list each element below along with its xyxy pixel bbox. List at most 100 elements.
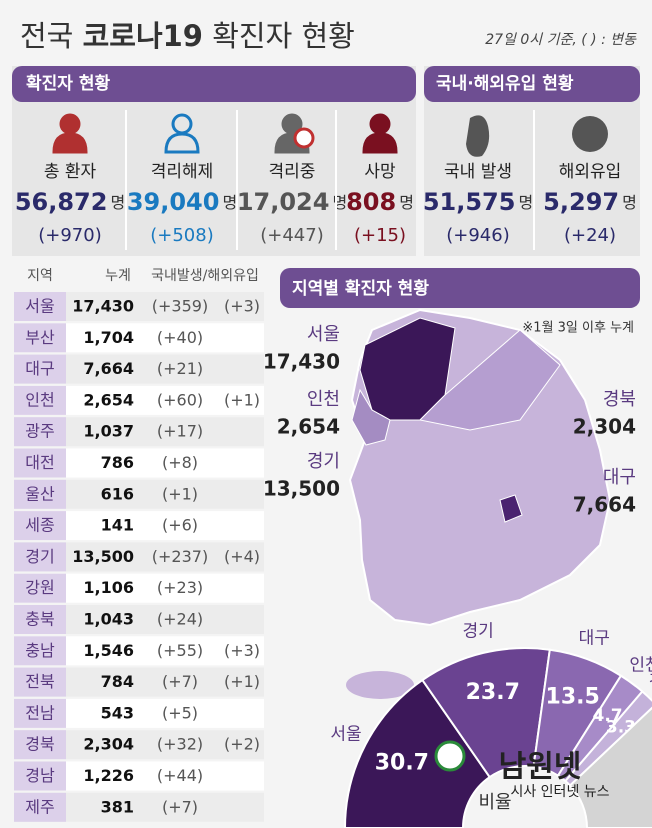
ratio-value: 13.5 xyxy=(546,684,600,709)
table-cell: 1,043 xyxy=(83,610,134,629)
table-cell: (+24) xyxy=(157,610,203,629)
panel-title: 국내·해외유입 현황 xyxy=(436,74,574,94)
region-cell xyxy=(14,730,66,760)
table-cell: (+359) xyxy=(152,297,208,316)
unit: 명 xyxy=(518,193,533,212)
item-value: 51,575 명 xyxy=(423,188,533,216)
value: 17,024 xyxy=(237,188,330,216)
table-cell: 13,500 xyxy=(72,547,134,566)
panel-header xyxy=(424,66,640,102)
table-cell: 784 xyxy=(101,672,134,691)
note: 27일 0시 기준, ( ) : 변동 xyxy=(485,32,637,48)
table-cell: (+7) xyxy=(162,672,198,691)
item-label: 격리해제 xyxy=(151,162,214,182)
table-cell: (+2) xyxy=(224,735,260,754)
table-cell: (+44) xyxy=(157,766,203,785)
item-value: 17,024 명 xyxy=(237,188,347,216)
item-label: 총 환자 xyxy=(44,162,97,182)
ratio-category: 서울 xyxy=(330,724,361,744)
region-cell xyxy=(14,792,66,822)
table-cell: 2,654 xyxy=(83,390,134,409)
title-part: 확진자 현황 xyxy=(203,19,355,53)
table-cell: (+40) xyxy=(157,328,203,347)
region-cell xyxy=(14,448,66,478)
table-cell: 전북 xyxy=(25,672,54,691)
region-cell xyxy=(14,667,66,697)
table-cell: 울산 xyxy=(25,484,55,503)
table-header: 국내발생/해외유입 xyxy=(151,268,259,284)
map-incheon xyxy=(351,388,391,446)
table-cell: 서울 xyxy=(25,297,54,316)
map-region: 대구 xyxy=(603,467,636,488)
watermark: 남원넷 시사 인터넷 뉴스 xyxy=(434,740,610,800)
region-cell xyxy=(14,292,66,321)
table-cell: 인천 xyxy=(25,390,54,409)
table-cell: (+55) xyxy=(157,641,203,660)
table-cell: (+21) xyxy=(157,359,203,378)
region-cell xyxy=(14,385,66,415)
icon xyxy=(369,113,391,135)
table-cell: 제주 xyxy=(25,797,54,816)
ratio-category: 경기 xyxy=(463,622,494,642)
table-cell: 강원 xyxy=(25,578,54,597)
ratio-value: 4.7 xyxy=(593,706,623,726)
table-header: 지역 xyxy=(27,268,53,284)
region-cell xyxy=(14,354,66,384)
table-cell: 1,226 xyxy=(83,766,134,785)
icon xyxy=(164,132,200,154)
item-label: 사망 xyxy=(364,162,396,182)
ratio-category: 경북 xyxy=(649,672,652,692)
item-label: 격리중 xyxy=(269,162,316,182)
table-cell: (+7) xyxy=(162,797,198,816)
table-cell: 대전 xyxy=(25,453,54,472)
region-cell xyxy=(14,761,66,791)
panel-title: 확진자 현황 xyxy=(26,74,110,94)
table-cell: (+8) xyxy=(162,453,198,472)
item-value: 5,297 명 xyxy=(543,188,637,216)
item-change: (+508) xyxy=(150,225,213,246)
table-cell: (+237) xyxy=(152,547,208,566)
ratio-category: 인천 xyxy=(629,656,652,676)
map-total: 2,304 xyxy=(573,415,636,439)
item-value: 56,872 명 xyxy=(15,188,125,216)
table-cell: 381 xyxy=(101,797,134,816)
map-region: 경북 xyxy=(603,389,636,410)
table-cell: 경남 xyxy=(25,766,55,785)
ratio-rest xyxy=(568,706,652,828)
table-cell: (+23) xyxy=(157,578,203,597)
table-cell: (+17) xyxy=(157,422,203,441)
unit: 명 xyxy=(399,193,414,212)
ratio-segment xyxy=(343,678,492,828)
value: 808 xyxy=(346,188,396,216)
region-cell xyxy=(14,573,66,603)
table-cell: 141 xyxy=(101,516,134,535)
icon xyxy=(293,127,315,149)
value: 39,040 xyxy=(127,188,220,216)
table-cell: (+5) xyxy=(162,703,198,722)
ratio-value: 30.7 xyxy=(375,751,429,776)
table-cell: (+32) xyxy=(157,735,203,754)
table-cell: 1,037 xyxy=(83,422,134,441)
table-cell: (+4) xyxy=(224,547,260,566)
region-cell xyxy=(14,479,66,509)
item-value: 39,040 명 xyxy=(127,188,237,216)
map-region: 서울 xyxy=(307,324,340,345)
item-value: 808 명 xyxy=(346,188,414,216)
panel-title: 지역별 확진자 현황 xyxy=(292,279,429,299)
table-cell: 616 xyxy=(101,484,134,503)
value: 5,297 xyxy=(543,188,619,216)
map-total: 13,500 xyxy=(263,477,340,501)
table-cell: (+1) xyxy=(224,390,260,409)
table-cell: 충북 xyxy=(25,610,54,629)
icon xyxy=(572,116,608,152)
icon xyxy=(466,115,490,157)
region-cell xyxy=(14,698,66,728)
value: 56,872 xyxy=(15,188,108,216)
table-cell: (+60) xyxy=(157,390,203,409)
map-gangwon xyxy=(418,329,561,431)
ratio-value: 23.7 xyxy=(466,680,520,705)
region-cell xyxy=(14,511,66,541)
table-cell: (+6) xyxy=(162,516,198,535)
map-region: 인천 xyxy=(307,389,340,410)
